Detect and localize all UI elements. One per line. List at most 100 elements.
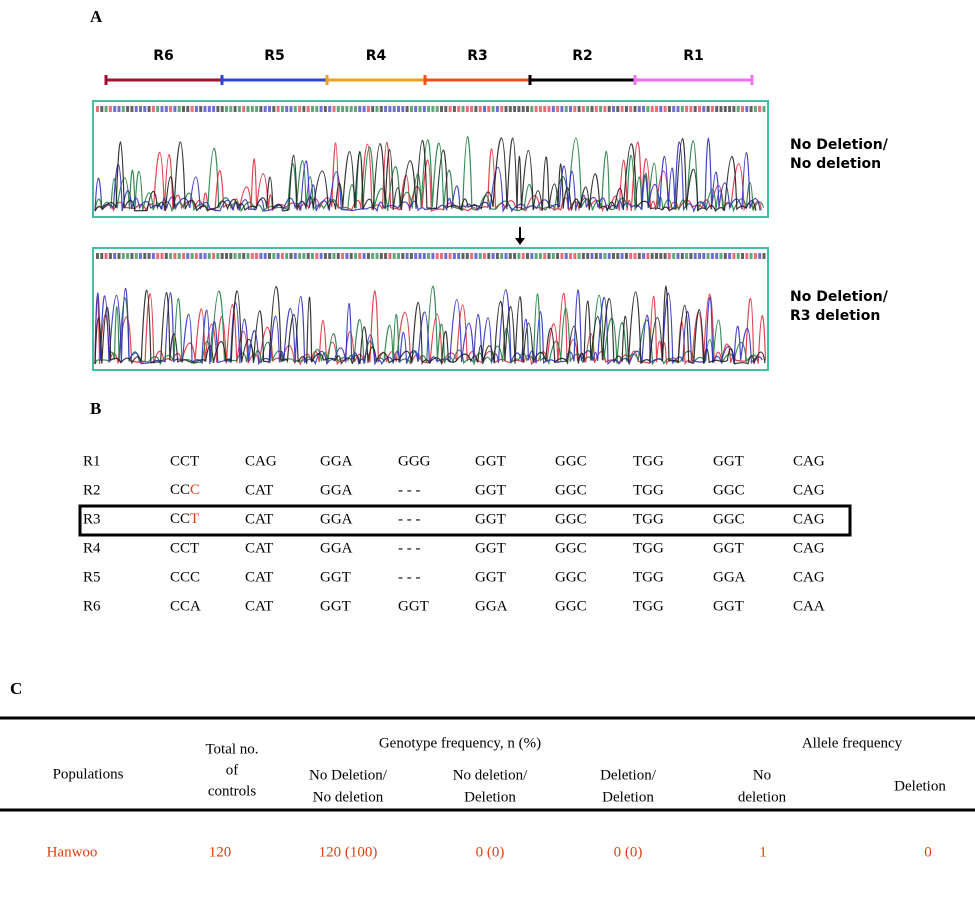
base-call	[505, 253, 508, 259]
base-call	[487, 106, 490, 112]
base-call	[216, 106, 219, 112]
base-call	[646, 253, 649, 259]
base-call	[371, 253, 374, 259]
cell: 0	[924, 844, 932, 860]
codon: TGG	[633, 511, 664, 527]
cell: Hanwoo	[47, 844, 98, 860]
region-label: R4	[366, 48, 387, 64]
codon: - - -	[398, 482, 421, 498]
base-call	[565, 106, 568, 112]
codon: TGG	[633, 482, 664, 498]
base-call	[659, 106, 662, 112]
base-call	[552, 106, 555, 112]
base-call	[173, 106, 176, 112]
base-call	[548, 106, 551, 112]
base-call	[204, 106, 207, 112]
base-call	[238, 253, 241, 259]
base-call	[737, 106, 740, 112]
base-call	[492, 106, 495, 112]
codon: CCT	[170, 540, 199, 556]
base-call	[148, 106, 151, 112]
base-call	[474, 253, 477, 259]
base-call	[728, 106, 731, 112]
base-call	[599, 253, 602, 259]
base-call	[100, 253, 103, 259]
base-call	[668, 106, 671, 112]
base-call	[380, 106, 383, 112]
base-call	[105, 253, 108, 259]
codon: CAT	[245, 598, 273, 614]
base-call	[315, 106, 318, 112]
base-call	[139, 253, 142, 259]
codon: GGT	[320, 598, 351, 614]
base-call	[393, 106, 396, 112]
base-call	[191, 106, 194, 112]
base-call	[337, 106, 340, 112]
codon: GGC	[555, 569, 587, 585]
base-call	[754, 253, 757, 259]
genotype-label: No Deletion/	[790, 289, 889, 305]
base-call	[333, 106, 336, 112]
base-call	[109, 106, 112, 112]
base-call	[229, 253, 232, 259]
base-call	[242, 106, 245, 112]
base-call	[234, 253, 237, 259]
codon: CCC	[170, 569, 200, 585]
codon: GGC	[555, 540, 587, 556]
base-call	[118, 253, 121, 259]
base-call	[229, 106, 232, 112]
base-call	[616, 106, 619, 112]
base-call	[509, 106, 512, 112]
base-call	[333, 253, 336, 259]
base-call	[457, 253, 460, 259]
base-call	[612, 106, 615, 112]
base-call	[474, 106, 477, 112]
base-call	[578, 253, 581, 259]
base-call	[642, 106, 645, 112]
base-call	[479, 253, 482, 259]
base-call	[745, 106, 748, 112]
region-label: R3	[467, 48, 488, 64]
codon: GGC	[713, 482, 745, 498]
base-call	[350, 106, 353, 112]
base-call	[427, 253, 430, 259]
base-call	[388, 253, 391, 259]
cell: 0 (0)	[476, 844, 505, 860]
base-call	[169, 253, 172, 259]
base-call	[298, 106, 301, 112]
base-call	[513, 106, 516, 112]
base-call	[186, 253, 189, 259]
codon: GGC	[555, 453, 587, 469]
base-call	[505, 106, 508, 112]
base-call	[135, 106, 138, 112]
cell: 120	[209, 844, 232, 860]
base-call	[251, 106, 254, 112]
column-header: No	[753, 767, 771, 783]
base-call	[629, 106, 632, 112]
base-call	[130, 106, 133, 112]
base-call	[100, 106, 103, 112]
base-call	[410, 253, 413, 259]
base-call	[152, 253, 155, 259]
base-call	[702, 253, 705, 259]
column-header: Total no.	[205, 741, 258, 757]
codon: GGC	[555, 598, 587, 614]
base-call	[440, 106, 443, 112]
base-call	[238, 106, 241, 112]
base-call	[367, 253, 370, 259]
base-call	[638, 106, 641, 112]
base-call	[625, 253, 628, 259]
base-call	[741, 253, 744, 259]
codon-mutation: C	[190, 482, 200, 498]
panel-label: A	[90, 7, 103, 26]
base-call	[419, 106, 422, 112]
codon: CAT	[245, 569, 273, 585]
base-call	[406, 253, 409, 259]
codon-mutation: T	[190, 511, 199, 527]
base-call	[216, 253, 219, 259]
codon: TGG	[633, 569, 664, 585]
base-call	[758, 106, 761, 112]
base-call	[195, 253, 198, 259]
base-call	[707, 106, 710, 112]
base-call	[345, 253, 348, 259]
